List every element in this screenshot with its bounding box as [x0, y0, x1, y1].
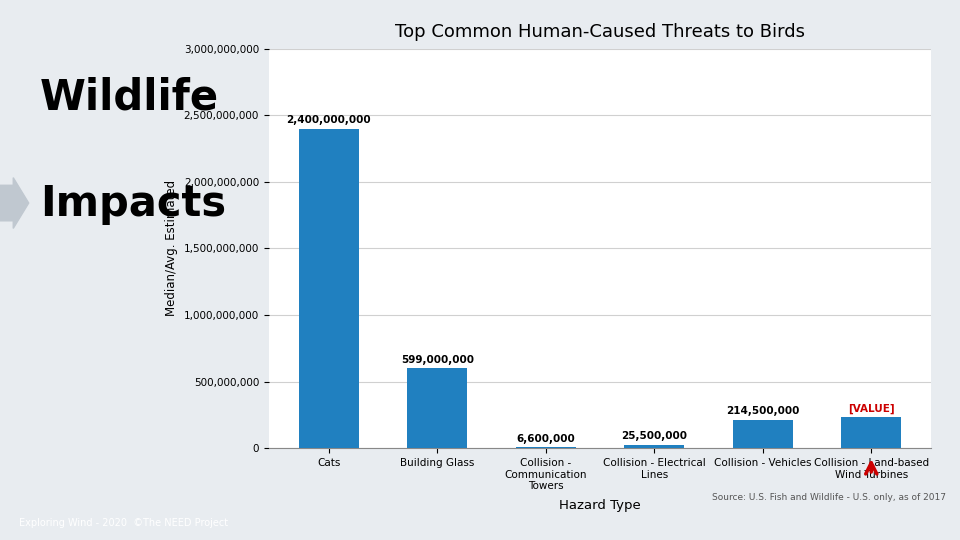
Text: Wildlife: Wildlife — [39, 76, 219, 118]
Text: Impacts: Impacts — [39, 183, 226, 225]
Text: 599,000,000: 599,000,000 — [400, 355, 473, 365]
Bar — [732, 420, 793, 448]
Text: 2,400,000,000: 2,400,000,000 — [286, 115, 372, 125]
X-axis label: Hazard Type: Hazard Type — [559, 500, 641, 512]
Text: [VALUE]: [VALUE] — [848, 403, 895, 414]
FancyArrow shape — [0, 178, 29, 228]
Bar — [516, 447, 576, 448]
Text: Exploring Wind - 2020  ©The NEED Project: Exploring Wind - 2020 ©The NEED Project — [19, 518, 228, 528]
Text: Source: U.S. Fish and Wildlife - U.S. only, as of 2017: Source: U.S. Fish and Wildlife - U.S. on… — [711, 493, 946, 502]
Y-axis label: Median/Avg. Estimated: Median/Avg. Estimated — [165, 180, 179, 316]
Bar — [407, 368, 468, 448]
Text: 6,600,000: 6,600,000 — [516, 434, 575, 444]
Bar — [624, 445, 684, 448]
Bar — [299, 129, 359, 448]
Title: Top Common Human-Caused Threats to Birds: Top Common Human-Caused Threats to Birds — [395, 23, 805, 42]
Bar — [841, 417, 901, 448]
Text: 214,500,000: 214,500,000 — [726, 406, 800, 416]
Text: 25,500,000: 25,500,000 — [621, 431, 687, 442]
